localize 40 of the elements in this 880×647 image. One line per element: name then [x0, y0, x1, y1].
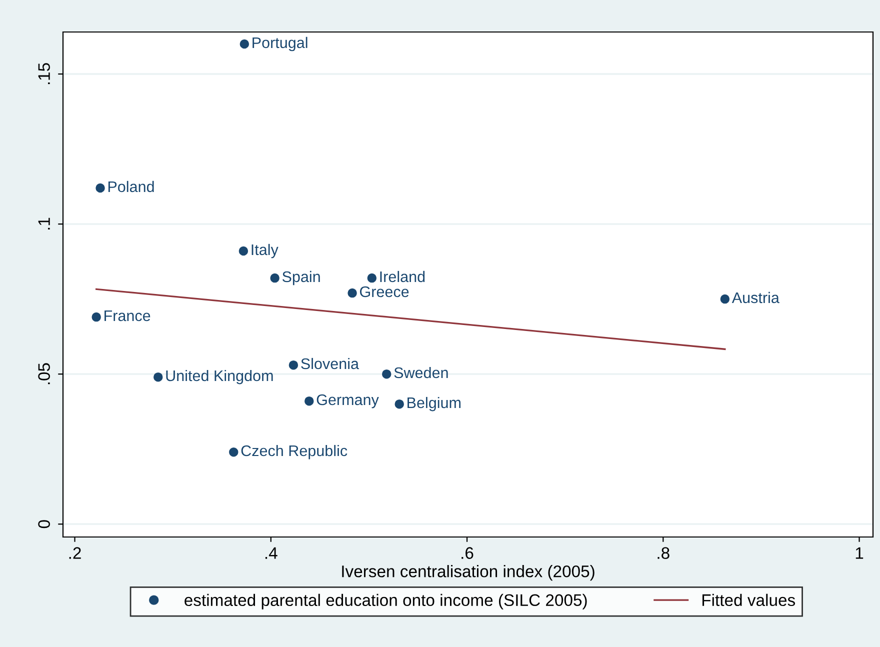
annotation: Sweden: [394, 366, 448, 378]
point: [394, 399, 404, 409]
annotation: Italy: [252, 244, 278, 258]
x-axis-title: Iversen centralisation index (2005): [342, 565, 594, 581]
point: [348, 288, 357, 298]
point: [288, 360, 298, 370]
annotation: Portugal: [252, 36, 308, 52]
y-tick-label: 0: [38, 520, 50, 528]
annotation: Poland: [108, 180, 154, 192]
x-tick-label: .8: [658, 547, 670, 559]
point: [382, 369, 392, 379]
point: [153, 372, 163, 382]
annotation: Slovenia: [301, 358, 359, 370]
point: [270, 273, 280, 283]
point: [304, 396, 314, 406]
x-tick-label: 1: [856, 547, 864, 559]
annotation: Germany: [316, 394, 379, 408]
point: [229, 447, 238, 457]
legend-label: Fitted values: [702, 594, 796, 606]
point: [238, 246, 248, 256]
point: [720, 294, 730, 304]
x-tick-label: .4: [265, 547, 278, 559]
annotation: Belgium: [408, 396, 460, 412]
legend-label: estimated parental education onto income (SILC 2005): [184, 594, 587, 610]
x-tick-label: .2: [69, 547, 81, 559]
annotation: France: [104, 310, 150, 322]
point: [367, 273, 377, 283]
annotation: Czech Republic: [241, 444, 348, 460]
annotation: Austria: [732, 292, 780, 304]
x-tick-label: .6: [462, 547, 474, 559]
y-tick-label: .15: [38, 63, 50, 84]
point: [92, 312, 101, 322]
point: [240, 39, 250, 49]
y-tick-label: .05: [38, 363, 50, 384]
annotation: Greece: [360, 286, 409, 298]
annotation: United Kingdom: [166, 370, 273, 384]
annotation: Spain: [282, 270, 320, 286]
point: [96, 183, 105, 193]
annotation: Ireland: [380, 270, 425, 282]
y-tick-label: .1: [38, 218, 50, 230]
